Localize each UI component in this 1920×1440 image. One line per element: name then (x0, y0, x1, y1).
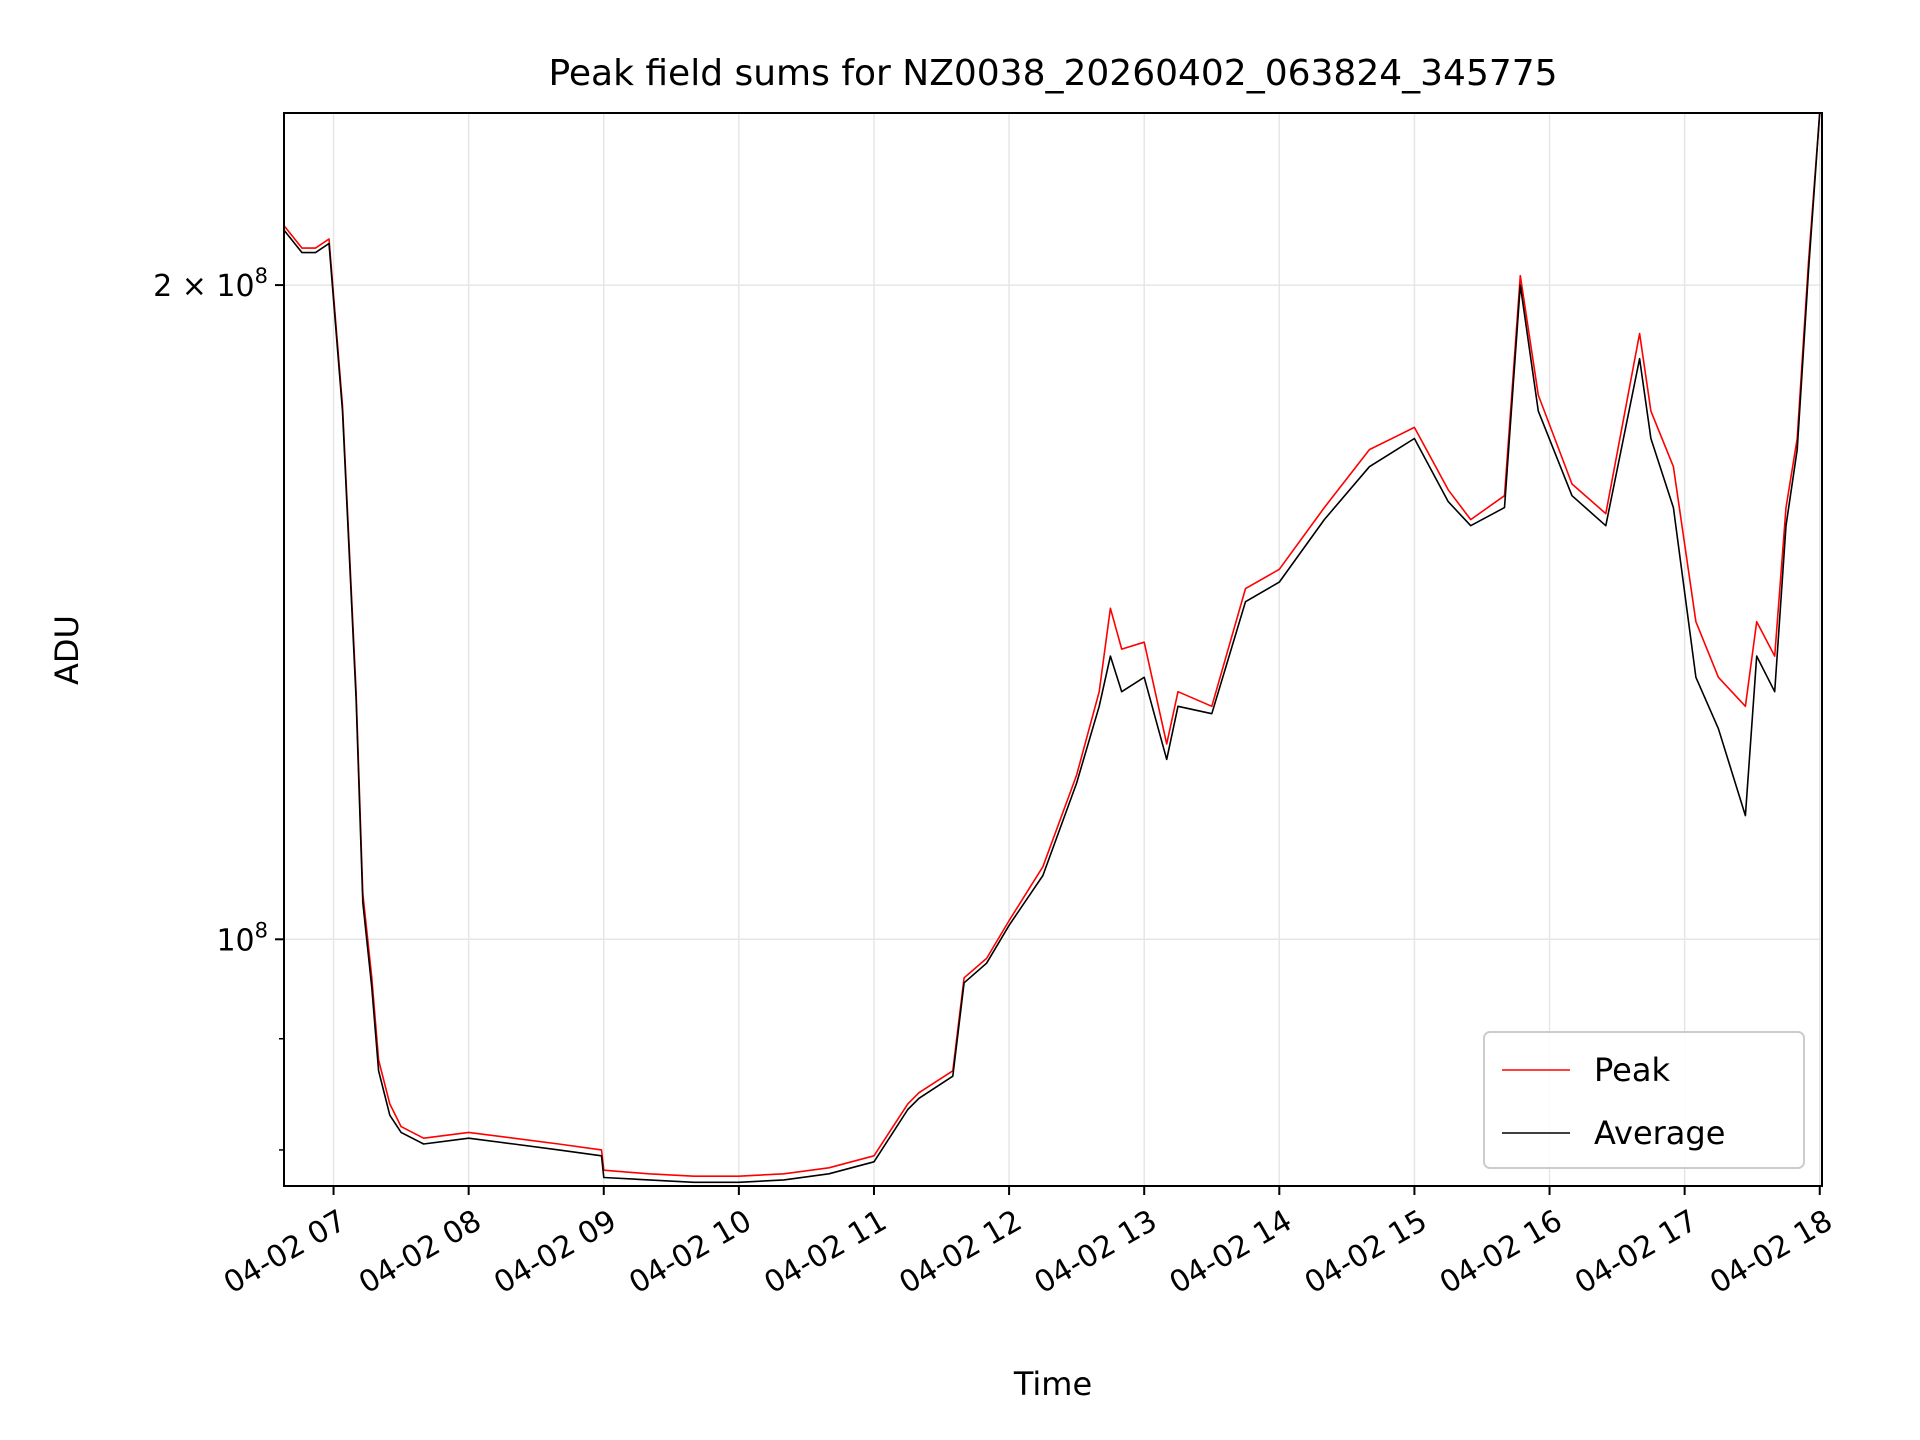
series-line-peak (283, 112, 1821, 1177)
plot-frame (283, 112, 1823, 1187)
series-line-average (283, 112, 1821, 1184)
x-axis-label: Time (1013, 1365, 1092, 1403)
legend: Peak Average (1483, 1031, 1805, 1169)
y-tick-label-base: 10 (216, 923, 254, 958)
legend-label-average: Average (1594, 1114, 1725, 1152)
series-layer (283, 112, 1821, 1184)
chart-title: Peak field sums for NZ0038_20260402_0638… (548, 53, 1557, 94)
y-tick-label-exponent: 8 (255, 264, 268, 288)
y-axis-label: ADU (48, 615, 86, 685)
grid-layer (284, 113, 1822, 1186)
y-tick-label: 2 × 108 (153, 264, 268, 304)
y-tick-label-exponent: 8 (255, 918, 268, 942)
y-tick-label: 108 (216, 918, 268, 958)
y-tick-label-base: 2 × 10 (153, 269, 254, 304)
legend-label-peak: Peak (1594, 1051, 1670, 1089)
legend-box (1483, 1031, 1805, 1169)
